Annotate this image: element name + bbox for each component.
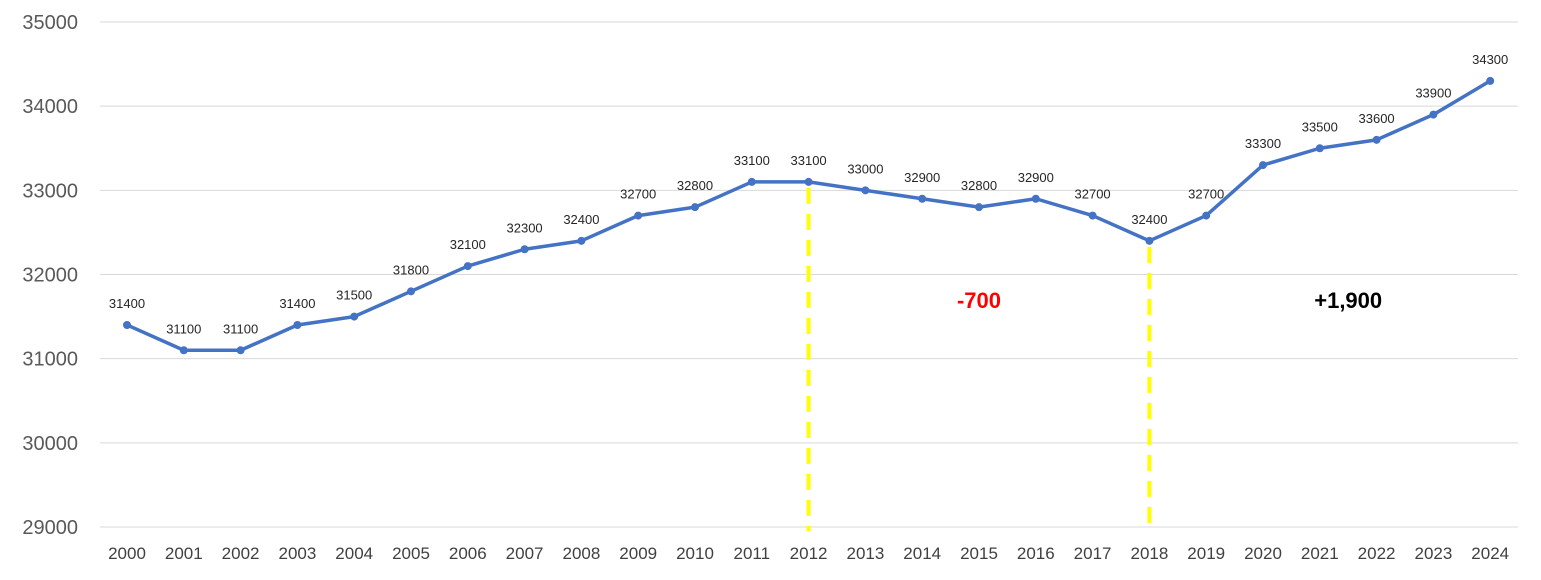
data-point-2008 bbox=[577, 236, 586, 245]
x-tick-label-2012: 2012 bbox=[790, 544, 828, 563]
data-label-2016: 32900 bbox=[1018, 170, 1054, 185]
x-tick-label-2006: 2006 bbox=[449, 544, 487, 563]
data-label-2012: 33100 bbox=[791, 153, 827, 168]
data-point-2017 bbox=[1088, 211, 1097, 220]
data-point-2011 bbox=[747, 177, 756, 186]
annotations: -700 +1,900 bbox=[957, 288, 1382, 313]
data-label-2003: 31400 bbox=[279, 296, 315, 311]
data-label-2022: 33600 bbox=[1359, 111, 1395, 126]
data-point-2019 bbox=[1202, 211, 1211, 220]
data-point-2024 bbox=[1486, 76, 1495, 85]
x-tick-label-2010: 2010 bbox=[676, 544, 714, 563]
x-tick-label-2005: 2005 bbox=[392, 544, 430, 563]
x-tick-label-2020: 2020 bbox=[1244, 544, 1282, 563]
x-tick-label-2008: 2008 bbox=[562, 544, 600, 563]
y-tick-label-29000: 29000 bbox=[22, 517, 78, 539]
data-point-2005 bbox=[407, 287, 415, 296]
x-axis-ticks: 2000 2001 2002 2003 2004 2005 2006 2007 2008 2009… bbox=[108, 544, 1509, 563]
data-label-2024: 34300 bbox=[1472, 52, 1508, 67]
data-label-2011: 33100 bbox=[734, 153, 770, 168]
x-tick-label-2023: 2023 bbox=[1414, 544, 1452, 563]
y-tick-label-34000: 34000 bbox=[22, 96, 78, 118]
x-tick-label-2001: 2001 bbox=[165, 544, 203, 563]
data-point-2004 bbox=[350, 312, 359, 321]
x-tick-label-2024: 2024 bbox=[1471, 544, 1509, 563]
data-label-2001: 31100 bbox=[166, 321, 201, 336]
data-label-2021: 33500 bbox=[1302, 119, 1338, 134]
x-tick-label-2018: 2018 bbox=[1130, 544, 1168, 563]
data-point-2000 bbox=[123, 321, 131, 329]
data-label-2005: 31800 bbox=[393, 262, 429, 277]
data-label-2020: 33300 bbox=[1245, 136, 1281, 151]
data-point-2012 bbox=[804, 177, 813, 186]
data-point-2006 bbox=[463, 262, 472, 271]
data-point-2007 bbox=[520, 245, 529, 254]
y-tick-label-30000: 30000 bbox=[22, 433, 78, 455]
series-group bbox=[123, 76, 1495, 355]
x-tick-label-2021: 2021 bbox=[1301, 544, 1339, 563]
data-label-2008: 32400 bbox=[563, 212, 599, 227]
data-label-2015: 32800 bbox=[961, 178, 997, 193]
y-tick-label-32000: 32000 bbox=[22, 265, 78, 287]
data-label-2004: 31500 bbox=[336, 288, 372, 303]
data-point-2022 bbox=[1372, 135, 1381, 144]
data-point-2018 bbox=[1145, 236, 1154, 245]
y-tick-label-33000: 33000 bbox=[22, 180, 78, 202]
data-label-2002: 31100 bbox=[223, 321, 258, 336]
x-tick-label-2003: 2003 bbox=[278, 544, 316, 563]
data-point-2014 bbox=[918, 194, 927, 203]
x-tick-label-2015: 2015 bbox=[960, 544, 998, 563]
y-tick-label-31000: 31000 bbox=[22, 349, 78, 371]
x-tick-label-2017: 2017 bbox=[1074, 544, 1112, 563]
x-tick-label-2000: 2000 bbox=[108, 544, 146, 563]
x-tick-label-2009: 2009 bbox=[619, 544, 657, 563]
data-label-2006: 32100 bbox=[450, 237, 486, 252]
annotation-0: -700 bbox=[957, 288, 1001, 313]
data-label-2013: 33000 bbox=[847, 161, 883, 176]
data-label-2009: 32700 bbox=[620, 187, 656, 202]
data-label-2010: 32800 bbox=[677, 178, 713, 193]
data-point-2013 bbox=[861, 186, 870, 195]
data-point-2021 bbox=[1315, 144, 1324, 153]
data-point-2023 bbox=[1429, 110, 1438, 119]
x-tick-label-2002: 2002 bbox=[222, 544, 260, 563]
data-point-2003 bbox=[293, 321, 302, 329]
data-label-2018: 32400 bbox=[1131, 212, 1167, 227]
data-point-2016 bbox=[1031, 194, 1040, 203]
data-point-2009 bbox=[634, 211, 643, 220]
x-tick-label-2004: 2004 bbox=[335, 544, 373, 563]
data-label-2000: 31400 bbox=[109, 296, 145, 311]
data-point-2020 bbox=[1259, 161, 1267, 170]
data-label-2019: 32700 bbox=[1188, 187, 1224, 202]
vertical-markers bbox=[806, 187, 1152, 531]
data-label-2007: 32300 bbox=[507, 220, 543, 235]
data-point-2002 bbox=[236, 346, 245, 355]
x-tick-label-2016: 2016 bbox=[1017, 544, 1055, 563]
x-tick-label-2022: 2022 bbox=[1358, 544, 1396, 563]
x-tick-label-2013: 2013 bbox=[846, 544, 884, 563]
data-point-2015 bbox=[975, 203, 983, 212]
data-label-2014: 32900 bbox=[904, 170, 940, 185]
annotation-1: +1,900 bbox=[1314, 288, 1382, 313]
y-axis-ticks: 29000 30000 31000 32000 33000 34000 35000 bbox=[22, 12, 78, 539]
y-tick-label-35000: 35000 bbox=[22, 12, 78, 34]
data-label-2023: 33900 bbox=[1415, 86, 1451, 101]
data-label-2017: 32700 bbox=[1075, 187, 1111, 202]
data-point-2010 bbox=[691, 203, 699, 212]
x-tick-label-2007: 2007 bbox=[506, 544, 544, 563]
data-labels: 31400 31100 31100 31400 31500 31800 32100 32300… bbox=[109, 52, 1508, 336]
x-tick-label-2014: 2014 bbox=[903, 544, 941, 563]
x-tick-label-2019: 2019 bbox=[1187, 544, 1225, 563]
data-point-2001 bbox=[179, 346, 188, 355]
x-tick-label-2011: 2011 bbox=[734, 544, 771, 563]
